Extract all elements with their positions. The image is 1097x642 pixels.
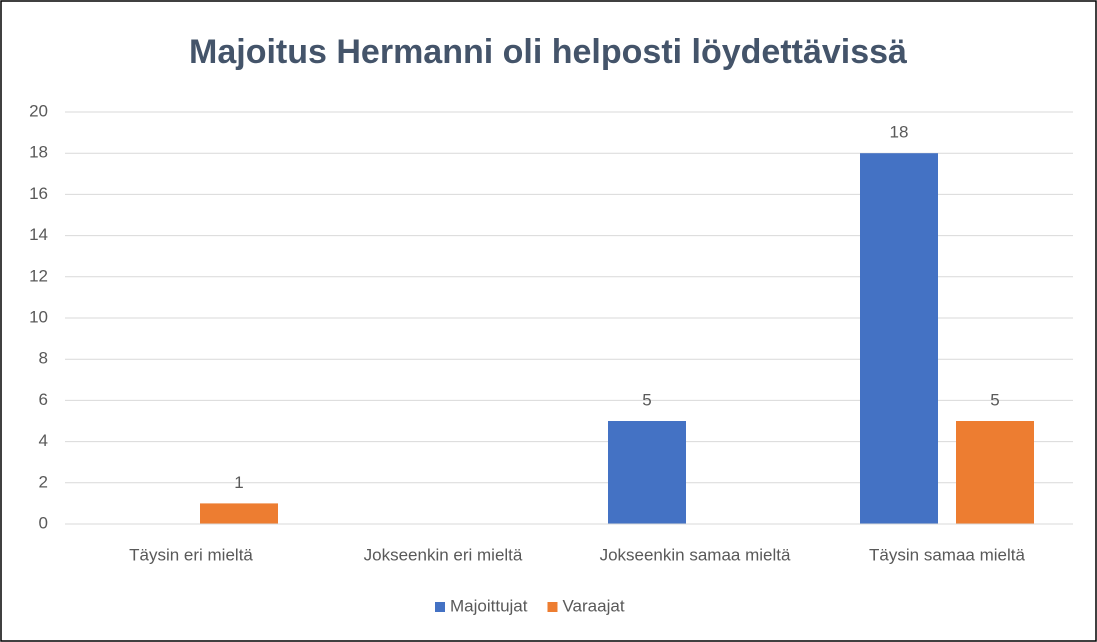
x-tick-label: Jokseenkin eri mieltä [364, 545, 523, 564]
data-label: 1 [234, 473, 243, 492]
y-tick-label: 8 [39, 349, 48, 368]
y-tick-label: 14 [29, 225, 48, 244]
data-label: 5 [642, 390, 651, 409]
y-tick-label: 6 [39, 390, 48, 409]
data-label: 18 [890, 123, 909, 142]
legend-swatch [547, 602, 558, 612]
y-tick-label: 20 [29, 101, 48, 120]
legend-label: Varaajat [562, 596, 624, 615]
y-tick-label: 2 [39, 472, 48, 491]
legend-label: Majoittujat [450, 596, 528, 615]
y-tick-label: 18 [29, 143, 48, 162]
y-tick-label: 0 [39, 513, 48, 532]
bar [956, 421, 1034, 524]
y-tick-label: 4 [39, 431, 48, 450]
bar [860, 153, 938, 524]
bar [608, 421, 686, 524]
x-tick-label: Täysin samaa mieltä [869, 545, 1025, 564]
x-tick-label: Täysin eri mieltä [129, 545, 253, 564]
y-tick-label: 10 [29, 307, 48, 326]
y-tick-label: 12 [29, 266, 48, 285]
y-tick-label: 16 [29, 184, 48, 203]
data-label: 5 [990, 390, 999, 409]
bar [200, 503, 278, 524]
chart-title: Majoitus Hermanni oli helposti löydettäv… [189, 33, 907, 71]
legend-swatch [435, 602, 445, 612]
x-tick-label: Jokseenkin samaa mieltä [600, 545, 791, 564]
